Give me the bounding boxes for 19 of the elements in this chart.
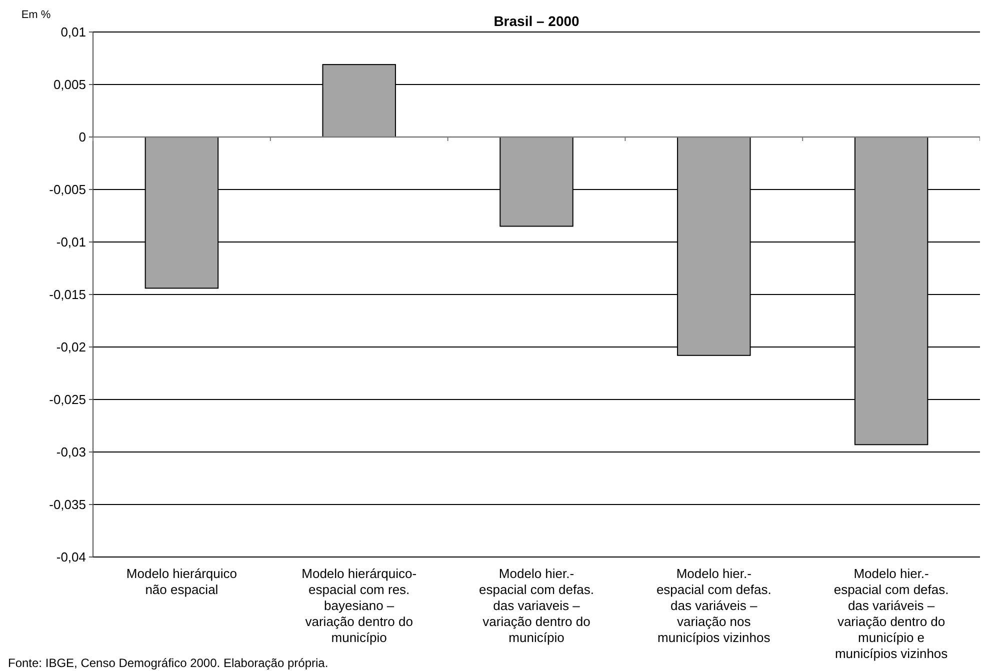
y-tick-label: -0,035 <box>49 497 86 512</box>
x-tick-label: Modelo hier.-espacial com defas. das variaveis – variação dentro do município <box>479 566 594 645</box>
y-tick-label: -0,015 <box>49 287 86 302</box>
y-tick-label: -0,005 <box>49 182 86 198</box>
x-tick-label: Modelo hier.-espacial com defas. das variáveis – variação nos municípios vizinhos <box>656 566 772 645</box>
source-note: Fonte: IBGE, Censo Demográfico 2000. Elaboração própria. <box>8 656 328 670</box>
y-tick-label: -0,03 <box>56 444 86 460</box>
chart-title: Brasil – 2000 <box>494 13 580 29</box>
y-tick-label: -0,02 <box>56 340 86 355</box>
y-tick-label: 0,01 <box>60 24 86 40</box>
x-tick-label: Modelo hierárquico-espacial com res. bayesiano – variação dentro do município <box>302 566 417 645</box>
x-tick-label: Modelo hier.-espacial com defas. das variáveis – variação dentro do município e municípios vizinhos <box>834 566 949 661</box>
y-tick-label: -0,04 <box>56 550 86 565</box>
y-tick-label: 0,005 <box>53 77 86 92</box>
y-tick-label: -0,01 <box>56 234 86 250</box>
y-axis-title: Em % <box>21 9 51 21</box>
y-tick-label: -0,025 <box>49 392 86 408</box>
y-tick-label: 0 <box>78 130 86 145</box>
x-tick-label: Modelo hierárquico não espacial <box>126 566 237 597</box>
